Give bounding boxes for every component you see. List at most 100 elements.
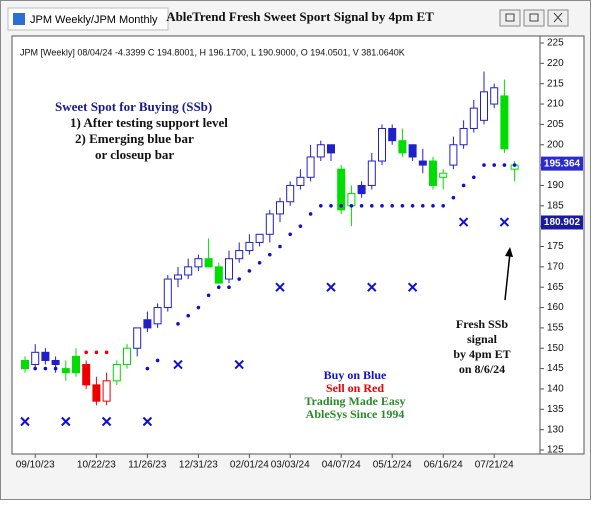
stop-dot: [421, 204, 425, 208]
window-buttons: [499, 9, 569, 27]
stop-dot: [257, 260, 262, 265]
x-tick-label: 09/10/23: [16, 460, 55, 471]
y-tick-label: 220: [547, 58, 564, 69]
x-tick-label: 05/12/24: [373, 460, 412, 471]
stop-dot: [237, 277, 241, 281]
legend-note: AbleSys Since 1994: [306, 407, 405, 421]
x-mark: [367, 282, 377, 292]
candle-body: [61, 368, 70, 374]
x-mark: [61, 416, 71, 427]
annotation: 2) Emerging blue bar: [75, 131, 194, 146]
chart-title: AbleTrend Fresh Sweet Sport Signal by 4p…: [166, 9, 434, 24]
candle-body: [500, 95, 509, 150]
candle-body: [490, 87, 499, 105]
minimize-button[interactable]: [499, 9, 521, 27]
candle-body: [41, 351, 50, 361]
x-tick-label: 12/31/23: [179, 460, 218, 471]
stop-dot: [400, 204, 405, 208]
annotation: 1) After testing support level: [70, 115, 228, 130]
annotation: on 8/6/24: [459, 362, 505, 376]
y-tick-label: 185: [547, 200, 564, 211]
x-mark: [20, 416, 30, 427]
y-tick-label: 125: [547, 445, 564, 456]
stop-dot: [431, 204, 435, 208]
candle-body: [133, 327, 142, 349]
tab-label: JPM Weekly/JPM Monthly: [30, 14, 158, 26]
x-mark: [458, 217, 469, 227]
stop-dot: [155, 358, 160, 363]
candle-body: [204, 258, 213, 268]
stop-dot: [196, 305, 201, 310]
stop-dot: [176, 322, 180, 326]
stop-dot: [217, 285, 221, 290]
maximize-button[interactable]: [523, 9, 545, 27]
y-tick-label: 145: [547, 363, 564, 374]
x-tick-label: 02/01/24: [230, 460, 269, 471]
x-mark: [499, 217, 510, 227]
y-tick-label: 210: [547, 99, 564, 110]
stop-dot: [370, 204, 374, 208]
stop-dot: [410, 204, 415, 208]
stop-dot: [472, 175, 476, 180]
y-tick-label: 155: [547, 323, 564, 334]
arrow: [504, 252, 511, 301]
stop-dot: [461, 183, 466, 188]
stop-dot: [492, 163, 497, 167]
annotation: Fresh SSb: [456, 317, 508, 331]
y-tick-label: 170: [547, 261, 564, 272]
y-tick-label: 225: [547, 38, 564, 49]
candle-body: [51, 359, 60, 366]
stop-dot: [308, 212, 313, 216]
y-tick-label: 135: [547, 404, 564, 415]
x-mark: [275, 282, 285, 292]
candle-body: [357, 184, 366, 195]
tab-icon: [13, 13, 25, 25]
x-mark: [173, 359, 183, 370]
stop-dot: [186, 313, 190, 318]
button-glyph: [553, 12, 563, 23]
candle-body: [82, 364, 91, 386]
x-mark: [326, 282, 336, 292]
y-tick-label: 140: [547, 384, 564, 395]
stop-dot: [227, 285, 231, 290]
button-glyph: [529, 13, 539, 22]
candle-body: [296, 176, 305, 186]
tab[interactable]: [7, 7, 169, 31]
candle-body: [163, 278, 172, 309]
candle-body: [439, 172, 448, 178]
candle-body: [235, 250, 244, 260]
candle-body: [102, 380, 111, 402]
x-tick-label: 11/26/23: [128, 460, 167, 471]
stop-dot: [298, 224, 303, 228]
candle-body: [123, 347, 131, 366]
annotation: Sweet Spot for Buying (SSb): [55, 99, 212, 114]
candle-body: [276, 201, 284, 215]
candle-body: [184, 266, 193, 276]
candle-body: [245, 241, 254, 252]
y-tick-label: 215: [547, 78, 564, 89]
candle-body: [21, 359, 29, 370]
candle-body: [327, 144, 335, 154]
candle-body: [265, 213, 274, 235]
x-tick-label: 06/16/24: [424, 460, 463, 471]
y-tick-label: 175: [547, 241, 564, 252]
stop-dot: [268, 252, 272, 257]
candle-body: [469, 107, 478, 129]
candle-body: [153, 307, 162, 325]
candle-body: [225, 258, 233, 280]
annotation: signal: [467, 332, 498, 346]
x-tick-label: 04/07/24: [322, 460, 361, 471]
x-tick-label: 07/21/24: [475, 460, 514, 471]
stop-dot: [319, 204, 323, 208]
y-tick-label: 130: [547, 424, 564, 435]
candle-body: [337, 168, 346, 211]
x-mark: [234, 359, 244, 370]
stop-dot: [247, 269, 252, 273]
legend-note: Sell on Red: [326, 381, 384, 395]
arrow-head: [505, 247, 513, 257]
candle-body: [408, 144, 417, 158]
stop-dot: [390, 204, 395, 208]
plot-area: [11, 35, 541, 455]
